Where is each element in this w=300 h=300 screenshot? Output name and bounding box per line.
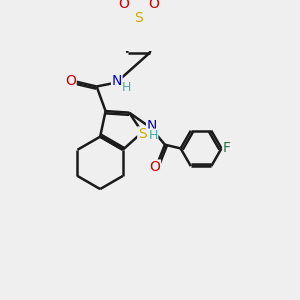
Text: S: S — [134, 11, 143, 25]
Text: N: N — [147, 119, 157, 134]
Text: O: O — [149, 0, 160, 11]
Text: N: N — [112, 74, 122, 88]
Text: O: O — [118, 0, 129, 11]
Text: S: S — [138, 127, 147, 141]
Text: H: H — [122, 81, 131, 94]
Text: F: F — [223, 141, 231, 155]
Text: H: H — [148, 129, 158, 142]
Text: O: O — [149, 160, 161, 174]
Text: O: O — [65, 74, 76, 88]
